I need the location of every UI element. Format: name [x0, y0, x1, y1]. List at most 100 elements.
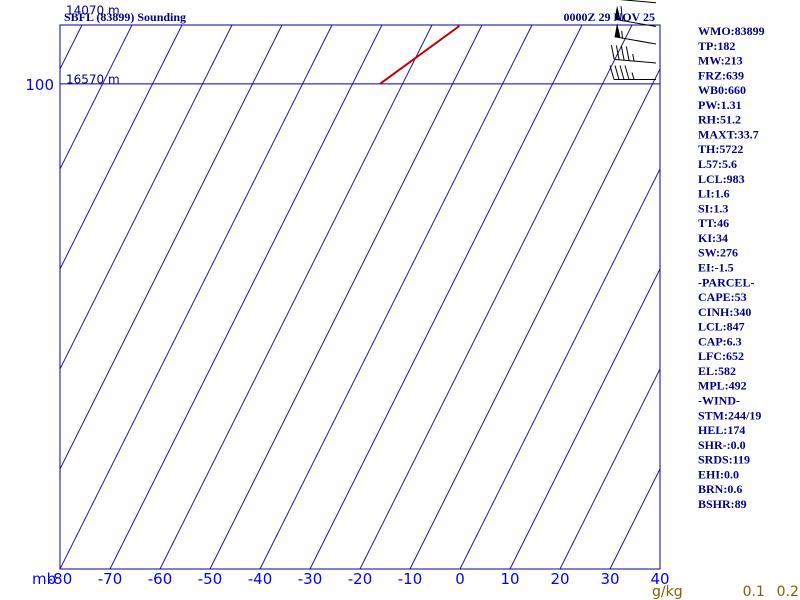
temperature-tick-label: -60	[148, 570, 173, 588]
index-line: SW:276	[698, 246, 738, 260]
isotherm	[209, 25, 483, 569]
wind-barbs	[609, 0, 657, 81]
isotherm	[559, 367, 660, 569]
pressure-tick-label: 100	[25, 76, 54, 94]
isotherm	[60, 25, 333, 569]
temperature-tick-label: -40	[248, 570, 273, 588]
index-line: RH:51.2	[698, 113, 741, 127]
wind-barb	[610, 44, 657, 64]
temperature-tick-label: 40	[650, 570, 669, 588]
dry-adiabat	[188, 0, 800, 18]
index-line: L57:5.6	[698, 157, 737, 171]
index-line: LCL:983	[698, 172, 745, 186]
index-line: EL:582	[698, 364, 736, 378]
isotherm	[60, 25, 183, 271]
dry-adiabat	[160, 0, 800, 18]
temperature-tick-label: -80	[48, 570, 73, 588]
wind-barb-flag	[620, 45, 625, 61]
index-line: CINH:340	[698, 305, 751, 319]
index-line: LCL:847	[698, 320, 745, 334]
dry-adiabat	[696, 0, 800, 18]
plot-background	[59, 24, 661, 570]
pressure-unit-label: mb	[32, 570, 56, 588]
wind-barb-flag	[614, 65, 620, 80]
temperature-tick-label: -50	[198, 570, 223, 588]
isotherm	[60, 25, 233, 371]
wind-barb-staff	[614, 36, 657, 45]
wind-barb-halfflag	[621, 30, 624, 39]
dry-adiabat	[724, 0, 800, 18]
isotherm	[459, 167, 660, 569]
wind-barb-flag	[610, 44, 615, 60]
wind-barb-flag	[625, 46, 630, 61]
index-line: MAXT:33.7	[698, 127, 759, 141]
index-line: -WIND-	[698, 394, 740, 408]
wind-barb-pennant	[614, 22, 621, 38]
index-line: WMO:83899	[698, 24, 765, 38]
isotherm	[609, 467, 660, 569]
wind-barb-halfflag	[631, 72, 635, 80]
index-line: SI:1.3	[698, 201, 728, 215]
chart-date: 0000Z 29 NOV 25	[564, 10, 655, 24]
indices-panel: WMO:83899TP:182MW:213FRZ:639WB0:660PW:1.…	[698, 24, 765, 511]
mixing-unit-label: g/kg	[652, 584, 683, 600]
wind-barb	[619, 0, 657, 4]
index-line: LFC:652	[698, 349, 744, 363]
isotherm	[0, 25, 32, 569]
index-line: HEL:174	[698, 423, 745, 437]
index-line: PW:1.31	[698, 98, 742, 112]
index-line: -PARCEL-	[698, 275, 754, 289]
parcel-line	[339, 0, 800, 10]
isotherm	[109, 25, 383, 569]
index-line: WB0:660	[698, 83, 746, 97]
background-lines	[0, 0, 800, 569]
mixing-ratio-label: 0.2	[777, 584, 799, 600]
temperature-tick-label: -70	[98, 570, 123, 588]
dry-adiabat	[752, 0, 800, 18]
temperature-tick-label: 30	[600, 570, 619, 588]
isotherm	[60, 25, 283, 471]
index-line: FRZ:639	[698, 68, 744, 82]
wind-barb-pennant	[614, 5, 621, 21]
index-line: SHR-:0.0	[698, 438, 746, 452]
temperature-tick-label: 10	[500, 570, 519, 588]
isotherm	[509, 267, 660, 569]
isotherm	[159, 25, 433, 569]
wind-barb-staff	[619, 0, 657, 4]
temperature-tick-label: 0	[455, 570, 465, 588]
dry-adiabat	[639, 0, 800, 18]
index-line: CAPE:53	[698, 290, 747, 304]
index-line: STM:244/19	[698, 408, 761, 422]
temperature-tick-label: -10	[398, 570, 423, 588]
index-line: SRDS:119	[698, 453, 750, 467]
axis-labels: 1002003004005006007008009001000mb-80-70-…	[25, 76, 799, 600]
wind-barb	[614, 22, 657, 45]
dewpoint-line	[399, 0, 800, 10]
dry-adiabat	[244, 0, 800, 18]
mixing-ratio-label: 0.1	[743, 584, 765, 600]
height-label: 16570 m	[66, 73, 120, 87]
dry-adiabat	[273, 0, 800, 18]
wind-barb-flag	[615, 45, 620, 60]
index-line: EI:-1.5	[698, 260, 734, 274]
wind-barb-flag	[624, 65, 630, 80]
index-line: LI:1.6	[698, 187, 730, 201]
temperature-tick-label: -30	[298, 570, 323, 588]
index-line: BRN:0.6	[698, 482, 742, 496]
wind-barb-flag	[620, 6, 624, 21]
temperature-tick-label: -20	[348, 570, 373, 588]
chart-title: SBFL (83899) Sounding	[64, 10, 186, 24]
wind-barb-flag	[619, 65, 625, 80]
index-line: TT:46	[698, 216, 729, 230]
dry-adiabat	[668, 0, 800, 18]
index-line: KI:34	[698, 231, 728, 245]
wind-barb	[609, 65, 656, 81]
dry-adiabat	[301, 0, 800, 18]
dry-adiabat	[780, 0, 800, 18]
wind-barb-flag	[609, 65, 615, 80]
index-line: MPL:492	[698, 379, 747, 393]
isotherm	[259, 25, 533, 569]
index-line: MW:213	[698, 54, 743, 68]
